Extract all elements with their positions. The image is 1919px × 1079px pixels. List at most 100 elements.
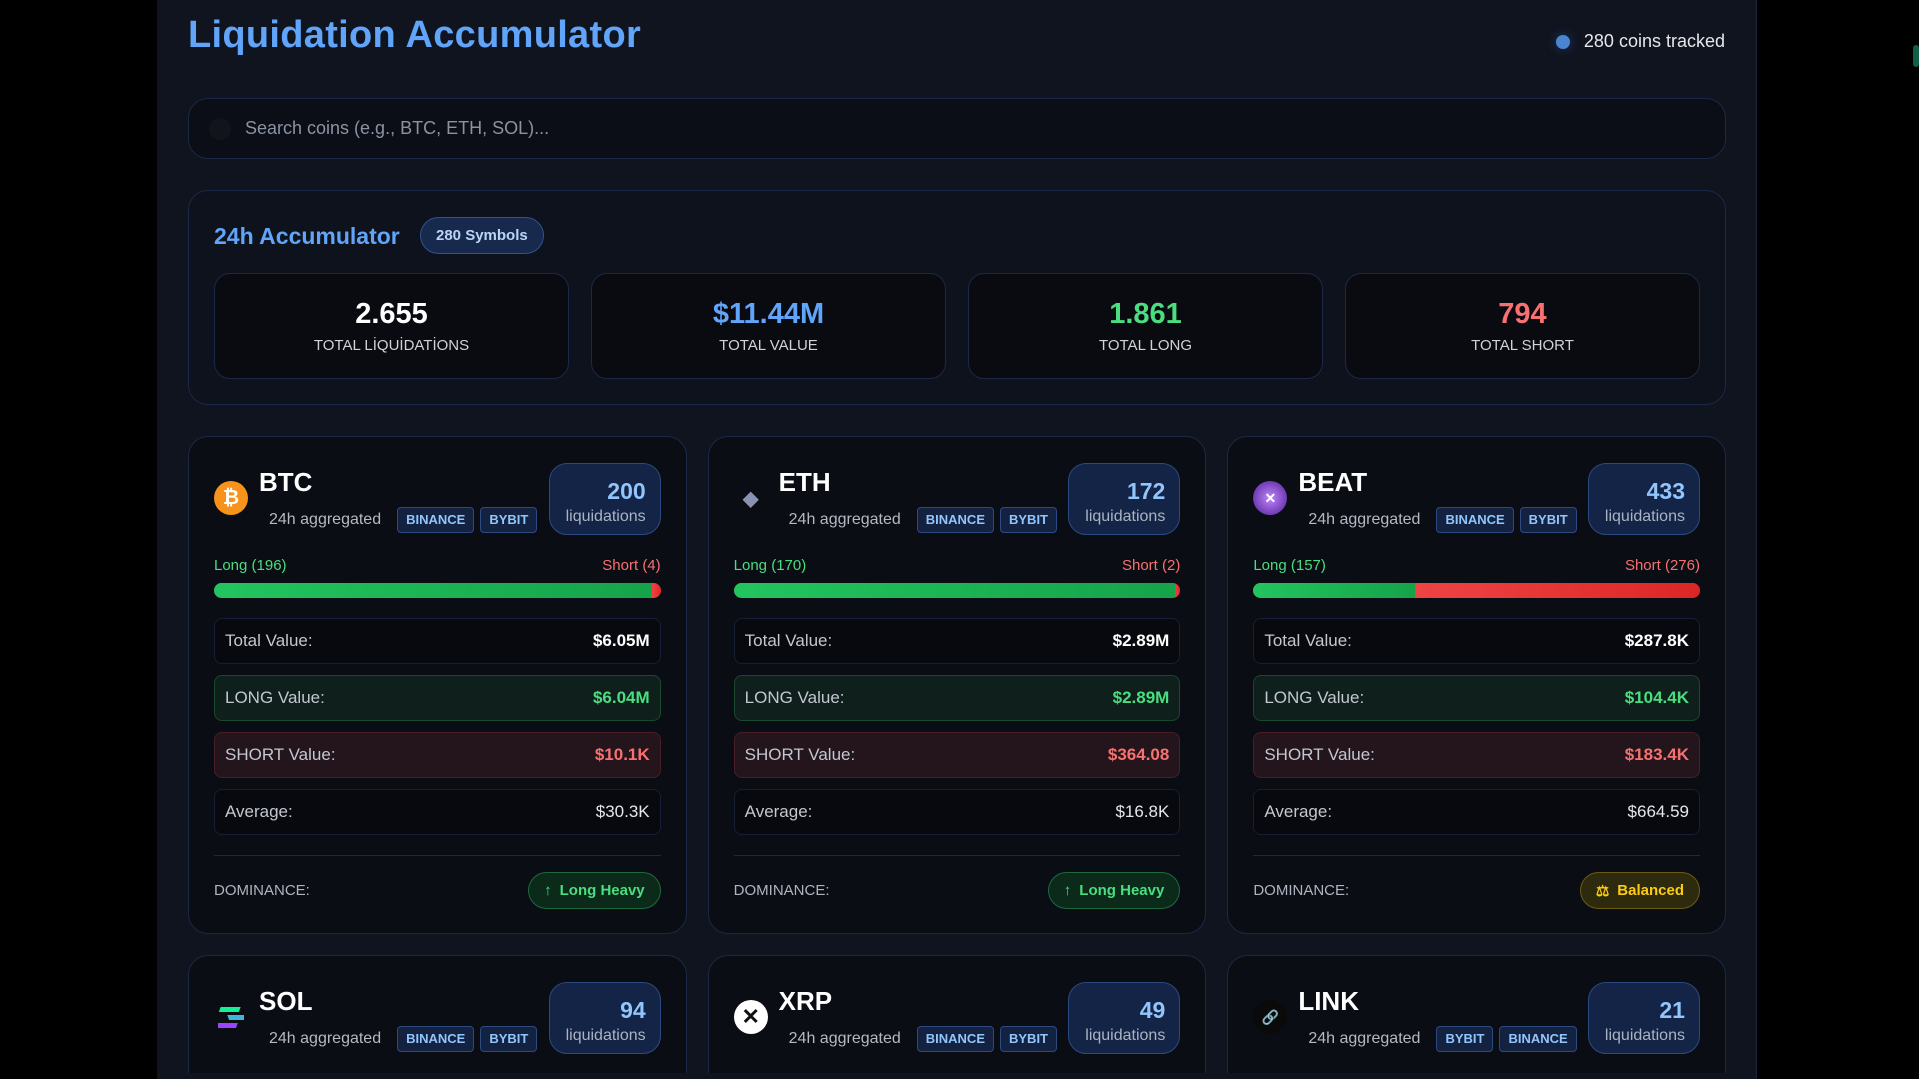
average-value: $30.3K	[595, 802, 650, 821]
coin-card-btc[interactable]: ₿ BTC 24h aggregated BINANCE BYBIT 200 liqu…	[188, 436, 687, 934]
short-value: $364.08	[1107, 745, 1170, 764]
coins-tracked-label: 280 coins tracked	[1583, 31, 1725, 51]
coin-card-link[interactable]: 🔗 LINK 24h aggregated BYBIT BINANCE 21 liqu…	[1227, 955, 1726, 1073]
short-value-row: SHORT Value: $10.1K	[214, 732, 661, 778]
long-short-ratio-bar	[214, 583, 661, 598]
long-value-row: LONG Value: $104.4K	[1253, 675, 1700, 721]
exchange-badge: BINANCE	[397, 1026, 475, 1052]
accumulator-panel: 24h Accumulator 280 Symbols 2.655 TOTAL L…	[188, 190, 1726, 405]
total-value-label: Total Value:	[225, 631, 313, 650]
divider	[214, 855, 661, 856]
arrow-up-icon: ↑	[544, 882, 552, 899]
coin-symbol: BEAT	[1298, 467, 1368, 497]
stat-label: TOTAL VALUE	[719, 337, 818, 354]
solana-icon	[214, 1000, 248, 1034]
aggregated-label: 24h aggregated	[269, 1030, 382, 1047]
liquidations-count: 433	[1646, 478, 1685, 504]
dominance-value: Long Heavy	[1079, 882, 1165, 899]
short-count-label: Short (2)	[1121, 557, 1181, 574]
liquidations-count-badge: 200 liquidations	[548, 463, 661, 535]
total-value: $2.89M	[1112, 631, 1170, 650]
liquidations-label: liquidations	[1085, 508, 1166, 525]
liquidations-label: liquidations	[1085, 1027, 1166, 1044]
stat-card: 794 TOTAL SHORT	[1345, 273, 1700, 379]
long-count-label: Long (170)	[733, 557, 807, 574]
short-bar-fill	[1174, 583, 1181, 598]
coin-symbol: XRP	[778, 986, 833, 1016]
long-value-row: LONG Value: $2.89M	[733, 675, 1181, 721]
dominance-badge: ↑ Long Heavy	[528, 872, 661, 909]
coin-symbol: BTC	[259, 467, 313, 497]
exchange-badge: BYBIT	[480, 1026, 538, 1052]
total-value-label: Total Value:	[1264, 631, 1352, 650]
coin-card-eth[interactable]: ◆ ETH 24h aggregated BINANCE BYBIT 172 liqu…	[707, 436, 1207, 934]
dominance-label: DOMINANCE:	[1253, 882, 1350, 899]
dashboard: Liquidation Accumulator 280 coins tracke…	[157, 0, 1757, 1079]
stat-card: 1.861 TOTAL LONG	[968, 273, 1323, 379]
scrollbar-thumb[interactable]	[1913, 45, 1919, 67]
long-value-label: LONG Value:	[744, 688, 845, 707]
coin-card-beat[interactable]: ✕ BEAT 24h aggregated BINANCE BYBIT 433 liq…	[1227, 436, 1726, 934]
aggregated-label: 24h aggregated	[269, 511, 382, 528]
short-count-label: Short (4)	[602, 557, 661, 574]
dominance-label: DOMINANCE:	[733, 882, 830, 899]
liquidations-label: liquidations	[1604, 508, 1685, 525]
stat-label: TOTAL LİQUİDATİONS	[313, 337, 470, 354]
xrp-icon: ✕	[733, 1000, 768, 1034]
total-value-row: Total Value: $2.89M	[733, 618, 1181, 664]
liquidations-count-badge: 172 liquidations	[1068, 463, 1181, 535]
average-label: Average:	[1264, 802, 1333, 821]
search-input[interactable]	[245, 118, 1725, 139]
average-label: Average:	[744, 802, 813, 821]
scale-icon: ⚖	[1595, 882, 1610, 900]
accumulator-title: 24h Accumulator	[214, 223, 400, 249]
divider	[1253, 855, 1700, 856]
search-bar	[188, 98, 1726, 159]
exchange-badge: BINANCE	[1499, 1026, 1577, 1052]
average-value: $664.59	[1627, 802, 1689, 821]
short-value-row: SHORT Value: $364.08	[733, 732, 1181, 778]
coin-symbol: SOL	[259, 986, 313, 1016]
exchange-badge: BYBIT	[1000, 1026, 1057, 1052]
arrow-up-icon: ↑	[1063, 882, 1072, 899]
long-bar-fill	[1253, 583, 1416, 598]
long-bar-fill	[733, 583, 1175, 598]
long-value-label: LONG Value:	[225, 688, 325, 707]
dominance-value: Long Heavy	[559, 882, 645, 899]
liquidations-count: 94	[620, 997, 646, 1023]
stat-value: 794	[1498, 298, 1547, 330]
liquidations-count-badge: 433 liquidations	[1587, 463, 1700, 535]
dominance-label: DOMINANCE:	[214, 882, 310, 899]
coin-cards: ₿ BTC 24h aggregated BINANCE BYBIT 200 liqu…	[188, 436, 1726, 1073]
long-value: $104.4K	[1624, 688, 1689, 707]
coin-card-xrp[interactable]: ✕ XRP 24h aggregated BINANCE BYBIT 49 liqui…	[707, 955, 1207, 1073]
long-value: $6.04M	[592, 688, 650, 707]
average-value: $16.8K	[1115, 802, 1170, 821]
exchange-badge: BINANCE	[397, 507, 475, 533]
stat-value: 1.861	[1109, 298, 1182, 330]
short-value-label: SHORT Value:	[1264, 745, 1375, 764]
coin-card-sol[interactable]: SOL 24h aggregated BINANCE BYBIT 94 liquida…	[188, 955, 687, 1073]
liquidations-count: 172	[1126, 478, 1166, 504]
bitcoin-icon: ₿	[214, 481, 248, 515]
total-value-label: Total Value:	[744, 631, 833, 650]
short-bar-fill	[651, 583, 661, 598]
short-value: $10.1K	[594, 745, 650, 764]
short-bar-fill	[1415, 583, 1700, 598]
dominance-badge: ↑ Long Heavy	[1047, 872, 1181, 909]
average-label: Average:	[225, 802, 293, 821]
stat-card: 2.655 TOTAL LİQUİDATİONS	[214, 273, 569, 379]
long-value-row: LONG Value: $6.04M	[214, 675, 661, 721]
coins-tracked-status: 280 coins tracked	[1555, 31, 1725, 52]
liquidations-count: 200	[607, 478, 646, 504]
total-value: $287.8K	[1624, 631, 1689, 650]
long-short-ratio-bar	[1253, 583, 1700, 598]
short-value-label: SHORT Value:	[225, 745, 336, 764]
long-value-label: LONG Value:	[1264, 688, 1365, 707]
ethereum-icon: ◆	[742, 487, 759, 510]
aggregated-label: 24h aggregated	[788, 1030, 901, 1047]
long-value: $2.89M	[1112, 688, 1170, 707]
exchange-badge: BYBIT	[1436, 1026, 1494, 1052]
status-dot-icon	[1555, 34, 1570, 49]
stat-label: TOTAL LONG	[1098, 337, 1193, 354]
